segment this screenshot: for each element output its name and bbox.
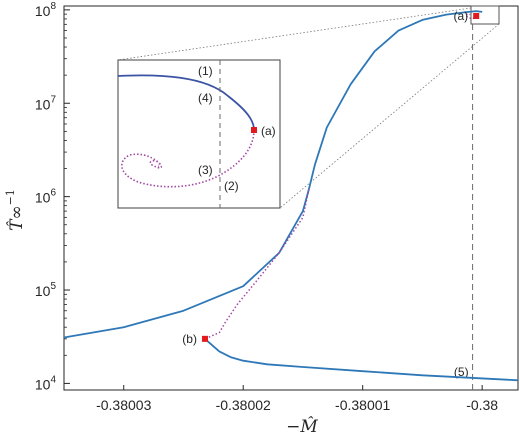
inset-label-4: (4) (198, 91, 213, 105)
y-tick-label-2: 106 (35, 188, 57, 206)
y-tick-exp-3: 7 (50, 94, 56, 105)
y-tick-base-0: 10 (35, 376, 51, 392)
inset-solid-curve (117, 74, 255, 131)
inset-label-a: (a) (261, 124, 276, 138)
x-tick-label-3: -0.38 (466, 397, 498, 413)
inset-zoom: (1) (4) (a) (3) (2) (117, 59, 281, 209)
plot-area: (5) (a) (b) (63, 5, 519, 391)
series-4-solid (204, 338, 519, 382)
marker-label-a: (a) (454, 9, 469, 23)
y-tick-base-2: 10 (35, 190, 51, 206)
y-tick-exp-0: 4 (50, 374, 56, 385)
inset-label-1: (1) (198, 64, 213, 78)
svg-text:T̂∞−1: T̂∞−1 (4, 189, 27, 231)
inset-label-2: (2) (224, 179, 239, 193)
x-tick-label-1: -0.38002 (216, 397, 271, 413)
zoom-box (470, 5, 500, 25)
x-tick-labels: -0.38003 -0.38002 -0.38001 -0.38 (96, 385, 498, 413)
series-3-dotted (204, 189, 310, 340)
y-tick-base-3: 10 (35, 96, 51, 112)
x-axis-label: −M̂ (286, 417, 318, 436)
inset-label-3: (3) (198, 163, 213, 177)
y-tick-label-3: 107 (35, 94, 57, 112)
y-tick-label-1: 105 (35, 281, 57, 299)
marker-label-b: (b) (182, 332, 197, 346)
inset-point-a (251, 127, 257, 133)
x-tick-label-2: -0.38001 (335, 397, 390, 413)
vline-label: (5) (454, 365, 469, 379)
y-tick-label-4: 108 (35, 1, 57, 19)
inset-dotted-curve (121, 129, 255, 188)
y-axis-label-group: T̂∞−1 (4, 189, 27, 231)
y-tick-exp-2: 6 (50, 188, 56, 199)
x-tick-label-0: -0.38003 (96, 397, 151, 413)
zoom-guide-bottom (279, 23, 500, 209)
marker-point-a (473, 12, 480, 19)
zoom-guide-top (117, 7, 472, 61)
axes-frame (63, 5, 519, 391)
y-axis-label-exponent: −1 (4, 189, 17, 205)
y-axis-label: T̂∞ (7, 205, 27, 231)
y-tick-label-0: 104 (35, 374, 57, 392)
y-tick-base-4: 10 (35, 3, 51, 19)
marker-point-b (201, 335, 208, 342)
y-tick-exp-1: 5 (50, 281, 56, 292)
y-tick-base-1: 10 (35, 283, 51, 299)
y-tick-exp-4: 8 (50, 1, 56, 12)
series-1-solid (63, 10, 483, 339)
